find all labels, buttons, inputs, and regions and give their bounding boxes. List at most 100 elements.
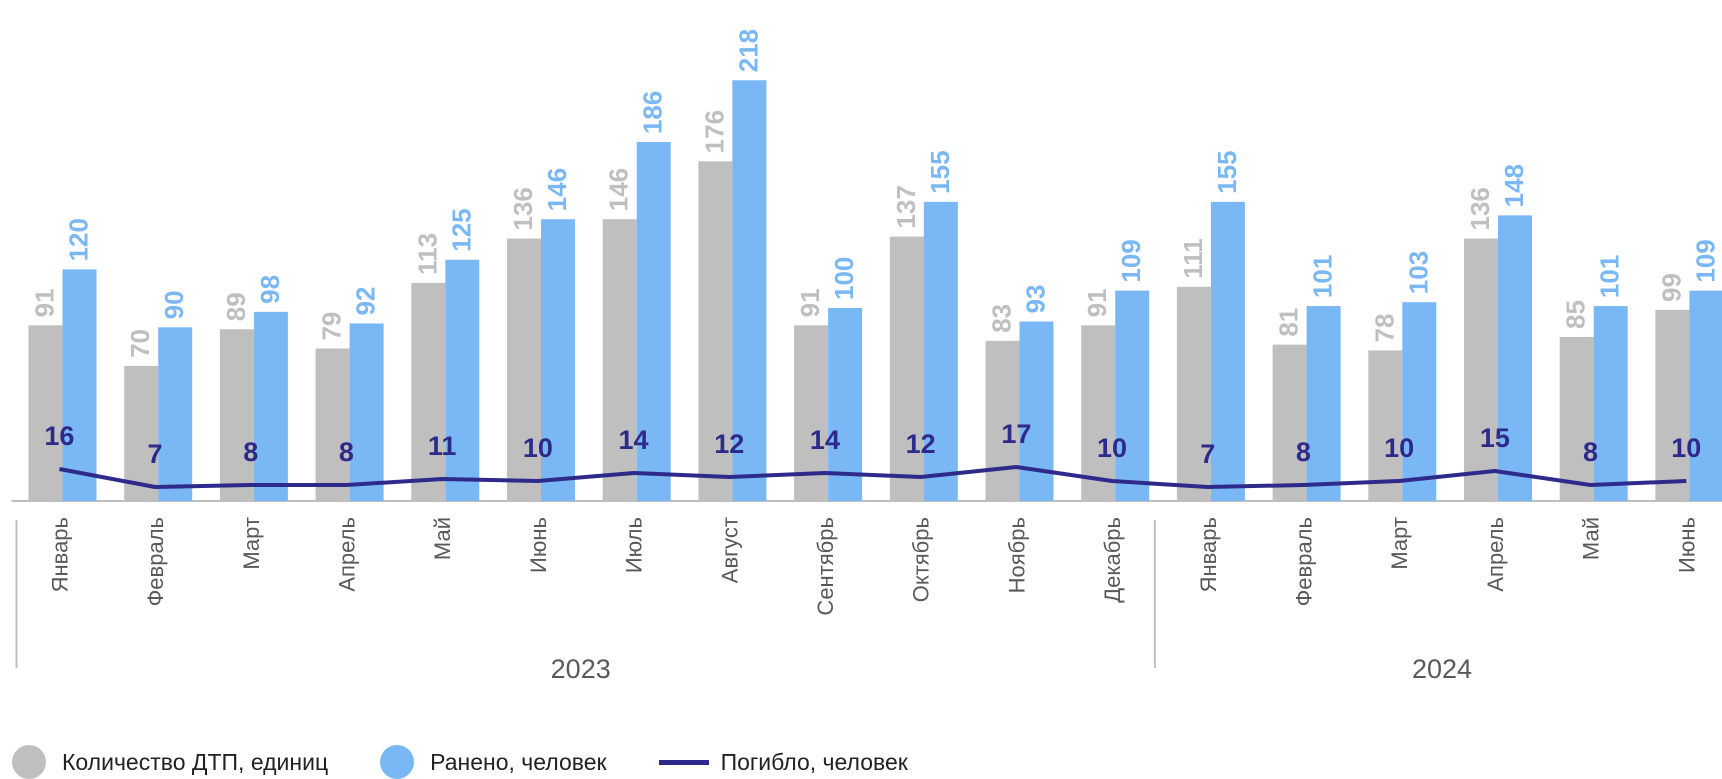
bar-accidents [889,236,924,501]
data-label-killed: 8 [1296,437,1311,467]
x-tick-label: Май [430,517,455,560]
data-label-killed: 16 [44,421,74,451]
bar-injured [158,327,193,501]
data-label-accidents: 137 [891,185,921,228]
bar-accidents [1272,344,1307,501]
bar-accidents [1368,350,1403,501]
bar-accidents [28,325,63,501]
bar-accidents [1176,286,1211,501]
data-label-injured: 155 [925,150,955,193]
data-label-injured: 101 [1595,255,1625,298]
bar-injured [828,308,863,501]
x-tick-label: Июнь [1674,517,1699,573]
data-label-injured: 93 [1021,285,1051,314]
data-label-killed: 8 [339,437,354,467]
data-label-killed: 7 [1200,439,1215,469]
data-label-killed: 7 [148,439,163,469]
data-label-accidents: 91 [30,288,60,317]
data-label-killed: 14 [810,425,840,455]
bar-injured [253,311,288,501]
legend-label-killed: Погибло, человек [720,748,908,775]
x-tick-label: Апрель [334,517,359,592]
x-tick-label: Октябрь [909,517,934,602]
bar-accidents [1559,336,1594,501]
data-label-accidents: 146 [604,168,634,211]
bar-injured [445,259,480,501]
data-label-accidents: 99 [1656,273,1686,302]
x-tick-label: Февраль [1291,517,1316,606]
x-tick-label: Сентябрь [813,517,838,616]
data-label-killed: 10 [1097,433,1127,463]
bar-accidents [602,219,637,501]
bar-injured [1019,321,1054,501]
legend-item-injured: Ранено, человек [380,745,607,779]
data-label-killed: 12 [906,429,936,459]
legend-swatch-injured [380,745,415,779]
bar-accidents [124,365,159,501]
data-label-injured: 109 [1690,239,1720,282]
x-tick-label: Апрель [1483,517,1508,592]
data-label-injured: 148 [1499,164,1529,207]
data-label-injured: 109 [1116,239,1146,282]
data-label-injured: 186 [638,91,668,134]
data-label-accidents: 176 [699,110,729,153]
x-tick-label: Июль [622,517,647,573]
x-tick-label: Март [239,517,264,570]
bar-accidents [698,161,733,501]
data-label-accidents: 91 [1082,288,1112,317]
data-label-injured: 101 [1308,255,1338,298]
data-label-accidents: 136 [1465,187,1495,230]
data-label-killed: 14 [619,425,649,455]
x-tick-label: Февраль [143,517,168,606]
bar-injured [1402,302,1437,501]
legend: Количество ДТП, единиц Ранено, человек П… [12,745,960,779]
x-tick-label: Январь [1196,517,1221,592]
x-tick-label: Декабрь [1100,517,1125,603]
data-label-injured: 92 [351,287,381,316]
data-label-injured: 103 [1403,251,1433,294]
x-tick-label: Июнь [526,517,551,573]
x-tick-label: Январь [47,517,72,592]
bar-injured [349,323,384,501]
data-label-injured: 146 [542,168,572,211]
data-label-injured: 98 [255,275,285,304]
data-label-killed: 11 [428,431,457,461]
data-label-killed: 12 [714,429,744,459]
data-label-injured: 120 [64,218,94,261]
x-group-label: 2024 [1412,654,1472,684]
bar-injured [923,201,958,501]
x-group-label: 2023 [551,654,611,684]
data-label-killed: 10 [523,433,553,463]
data-label-killed: 17 [1001,419,1031,449]
data-label-accidents: 81 [1274,308,1304,337]
bar-accidents [315,348,350,501]
data-label-accidents: 113 [412,233,442,275]
data-label-killed: 8 [243,437,258,467]
data-label-injured: 218 [733,29,763,72]
bar-injured [1306,306,1341,501]
bar-injured [541,219,575,501]
legend-swatch-accidents [12,745,46,779]
bar-injured [636,142,671,501]
bar-accidents [411,282,446,501]
data-label-killed: 10 [1671,433,1701,463]
x-tick-label: Август [717,517,742,583]
data-label-injured: 100 [829,257,859,300]
data-label-accidents: 83 [987,304,1017,333]
bar-injured [62,269,97,501]
data-label-accidents: 111 [1178,238,1208,279]
legend-label-injured: Ранено, человек [430,748,607,775]
data-label-accidents: 91 [795,288,825,317]
data-label-accidents: 136 [508,187,538,230]
bar-injured [732,80,767,501]
legend-item-accidents: Количество ДТП, единиц [12,745,328,779]
x-tick-label: Ноябрь [1004,517,1029,593]
legend-label-accidents: Количество ДТП, единиц [62,748,329,775]
data-label-killed: 8 [1583,437,1598,467]
line-killed [59,465,1687,489]
bar-accidents [219,329,254,501]
bar-injured [1689,290,1722,501]
bar-accidents [1081,325,1116,501]
x-tick-label: Март [1387,517,1412,570]
